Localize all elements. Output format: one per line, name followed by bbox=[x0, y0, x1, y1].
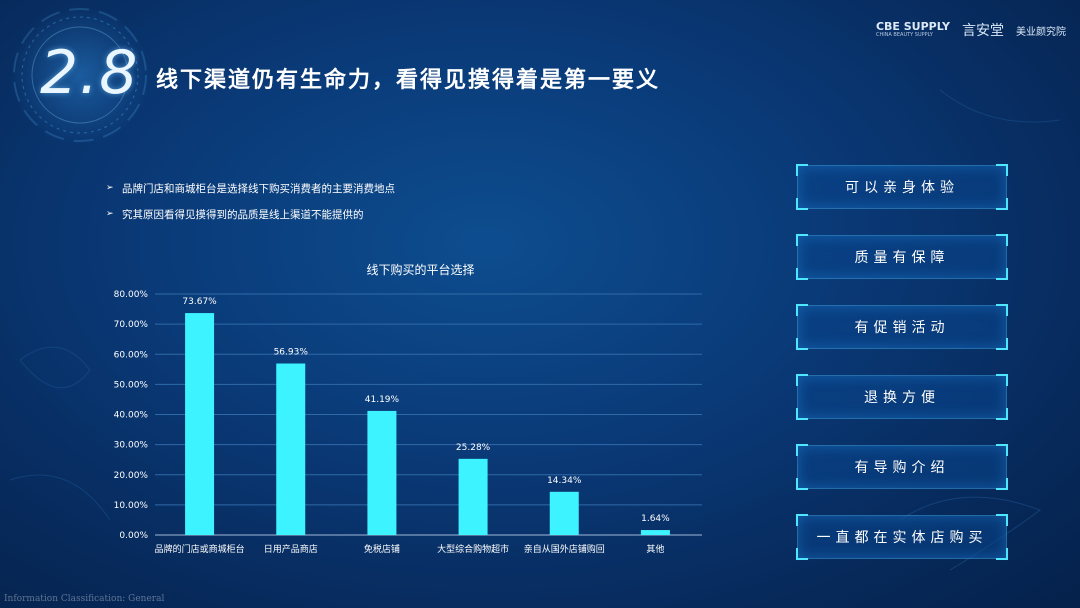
y-tick-label: 30.00% bbox=[114, 441, 149, 451]
cbe-supply-logo: CBE SUPPLY CHINA BEAUTY SUPPLY bbox=[875, 20, 950, 38]
bullet-item: ➢ 究其原因看得见摸得到的品质是线上渠道不能提供的 bbox=[106, 208, 364, 221]
yanantang-logo: 言安堂 bbox=[962, 20, 1004, 40]
yanantang-label: 言安堂 bbox=[962, 23, 1004, 39]
y-tick-label: 50.00% bbox=[114, 380, 149, 390]
y-tick-label: 0.00% bbox=[119, 531, 148, 541]
footer-classification: Information Classification: General bbox=[4, 594, 165, 604]
institute-label: 美业颜究院 bbox=[1016, 26, 1066, 38]
header-logos: CBE SUPPLY CHINA BEAUTY SUPPLY 言安堂 美业颜究院 bbox=[876, 20, 1066, 40]
bar bbox=[640, 530, 670, 535]
option-card-experience: 可以亲身体验 bbox=[796, 164, 1008, 210]
chart-title: 线下购买的平台选择 bbox=[366, 262, 474, 277]
bar bbox=[367, 410, 397, 535]
bullet-item: ➢ 品牌门店和商城柜台是选择线下购买消费者的主要消费地点 bbox=[106, 182, 395, 195]
x-tick-label: 大型综合购物超市 bbox=[437, 543, 509, 555]
option-card-guide: 有导购介绍 bbox=[796, 444, 1008, 490]
y-tick-label: 80.00% bbox=[114, 290, 149, 300]
y-tick-label: 20.00% bbox=[114, 471, 149, 481]
institute-logo: 美业颜究院 bbox=[1016, 23, 1066, 38]
option-card-quality: 质量有保障 bbox=[796, 234, 1008, 280]
arrow-icon: ➢ bbox=[106, 209, 114, 219]
y-tick-label: 10.00% bbox=[114, 501, 149, 511]
bar-chart: 线下购买的平台选择 0.00% 10.00% 20.00% 30.00% 40.00% 50… bbox=[114, 262, 702, 555]
page-title: 线下渠道仍有生命力，看得见摸得着是第一要义 bbox=[156, 68, 661, 93]
option-card-returns: 退换方便 bbox=[796, 374, 1008, 420]
section-number: 2.8 bbox=[40, 38, 139, 108]
bar bbox=[276, 363, 306, 535]
y-tick-label: 40.00% bbox=[114, 411, 149, 421]
y-tick-label: 60.00% bbox=[114, 350, 149, 360]
x-tick-label: 亲自从国外店铺购回 bbox=[524, 543, 605, 555]
bullet-list: ➢ 品牌门店和商城柜台是选择线下购买消费者的主要消费地点 ➢ 究其原因看得见摸得… bbox=[106, 175, 395, 227]
data-label: 41.19% bbox=[365, 395, 400, 405]
bar bbox=[549, 491, 579, 535]
data-label: 73.67% bbox=[182, 297, 217, 307]
bar bbox=[185, 313, 215, 535]
option-card-promotion: 有促销活动 bbox=[796, 304, 1008, 350]
x-tick-label: 日用产品商店 bbox=[264, 543, 318, 555]
data-label: 1.64% bbox=[641, 514, 670, 524]
option-card-habit: 一直都在实体店购买 bbox=[796, 514, 1008, 560]
data-label: 56.93% bbox=[274, 347, 309, 357]
y-tick-label: 70.00% bbox=[114, 320, 149, 330]
x-tick-label: 其他 bbox=[646, 543, 664, 555]
x-tick-label: 品牌的门店或商城柜台 bbox=[155, 543, 245, 555]
data-label: 25.28% bbox=[456, 443, 491, 453]
bar bbox=[458, 458, 488, 535]
data-label: 14.34% bbox=[547, 476, 582, 486]
arrow-icon: ➢ bbox=[106, 183, 114, 193]
x-tick-label: 免税店铺 bbox=[364, 543, 400, 555]
